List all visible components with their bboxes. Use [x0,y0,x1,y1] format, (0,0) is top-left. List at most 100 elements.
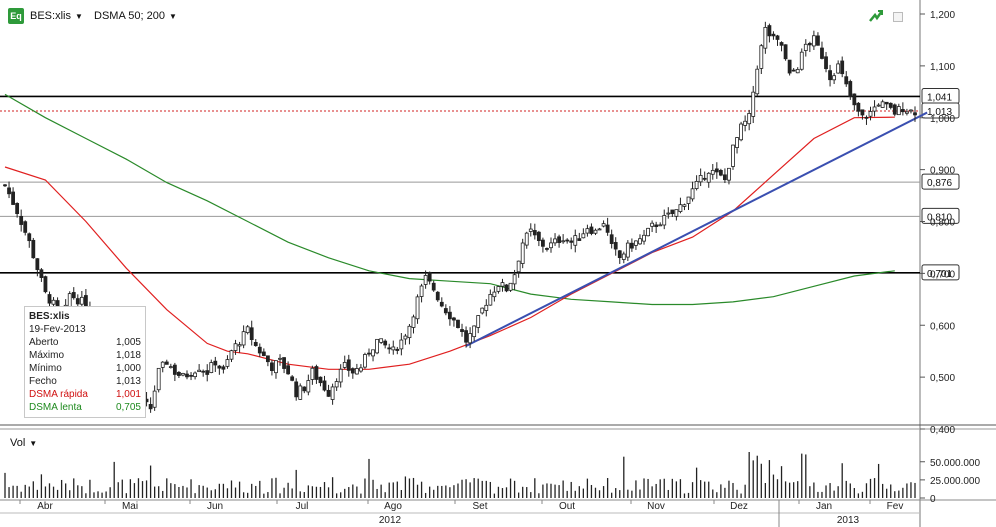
candle-body [528,228,533,232]
infobox-row-label: Fecho [29,376,57,387]
candle-body [172,364,177,375]
candle-body [427,271,432,282]
candle-body [387,347,392,350]
candle-body [884,101,889,105]
candle-body [160,361,165,368]
candle-body [270,362,274,371]
trend-arrow-icon[interactable] [868,9,884,23]
volume-tick-label: 25.000.000 [930,476,980,487]
candle-body [625,242,630,258]
candle-body [508,282,513,291]
candle-body [747,113,752,125]
candle-body [888,102,893,108]
candle-body [779,42,784,46]
month-label: Fev [887,501,904,512]
candle-body [447,311,452,320]
candle-body [241,331,246,346]
candle-body [909,109,913,112]
candle-body [237,344,242,347]
candle-body [892,104,897,115]
candle-body [557,236,561,244]
candle-body [880,101,885,108]
candle-body [642,234,646,242]
candle-body [27,233,32,242]
candle-body [791,69,796,72]
candle-body [472,325,477,338]
candle-body [811,35,816,47]
infobox-row-label: Aberto [29,337,59,348]
candle-body [787,59,792,74]
candle-body [739,123,743,141]
candle-body [189,374,193,377]
infobox-row: DSMA rápida 1,001 [29,388,141,401]
volume-tick-label: 50.000.000 [930,458,980,469]
restore-window-icon[interactable] [893,12,903,22]
candle-body [47,294,52,304]
candle-body [686,196,691,204]
candle-body [694,180,699,189]
candle-body [164,361,169,365]
trendline [465,111,928,347]
equity-app-icon[interactable]: Eq [8,8,24,24]
candle-body [601,223,606,227]
candle-body [646,227,650,237]
year-label: 2013 [837,515,860,526]
month-label: Set [472,501,487,512]
slow-ma-line [4,93,895,306]
candle-body [593,229,598,234]
candle-body [233,343,238,351]
candle-body [710,169,715,175]
candle-body [314,366,319,380]
candle-body [723,174,727,181]
candle-body [152,390,157,408]
candle-body [848,81,853,97]
candle-body [411,316,416,328]
candle-body [443,308,448,314]
candle-body [783,44,788,60]
candle-body [168,366,173,369]
month-label: Ago [384,501,402,512]
infobox-row: DSMA lenta 0,705 [29,401,141,414]
infobox-row-value: 1,000 [115,363,141,374]
candle-body [217,365,222,369]
volume-selector[interactable]: Vol ▼ [10,437,37,449]
trendline-line [465,111,928,347]
candle-body [391,346,396,351]
candle-body [193,372,197,378]
candle-body [439,301,444,307]
candle-body [334,381,339,388]
candle-body [573,235,578,246]
candle-body [35,258,40,270]
candle-body [7,187,11,195]
candle-body [399,339,404,350]
infobox-row: Máximo 1,018 [29,349,141,362]
candle-body [39,269,44,278]
symbol-label: BES:xlis [30,10,71,22]
candle-body [229,350,234,360]
candle-body [799,51,804,70]
chevron-down-icon: ▼ [74,12,83,21]
candle-body [569,240,574,243]
infobox-row-label: DSMA rápida [29,389,88,400]
symbol-selector[interactable]: BES:xlis ▼ [30,10,83,22]
candle-body [860,109,865,116]
candle-body [371,349,375,357]
candle-body [476,315,481,328]
candle-body [621,253,626,260]
candle-body [731,144,735,167]
candle-body [553,238,557,244]
candle-body [654,224,659,228]
candle-body [484,304,489,311]
candle-body [682,204,687,207]
candle-body [395,348,400,351]
candle-body [832,75,837,81]
infobox-row-label: DSMA lenta [29,402,82,413]
indicator-selector[interactable]: DSMA 50; 200 ▼ [94,10,177,22]
candle-body [257,346,262,354]
candle-body [650,222,655,227]
candle-body [249,327,254,341]
candle-body [488,293,493,306]
candle-body [565,239,570,242]
